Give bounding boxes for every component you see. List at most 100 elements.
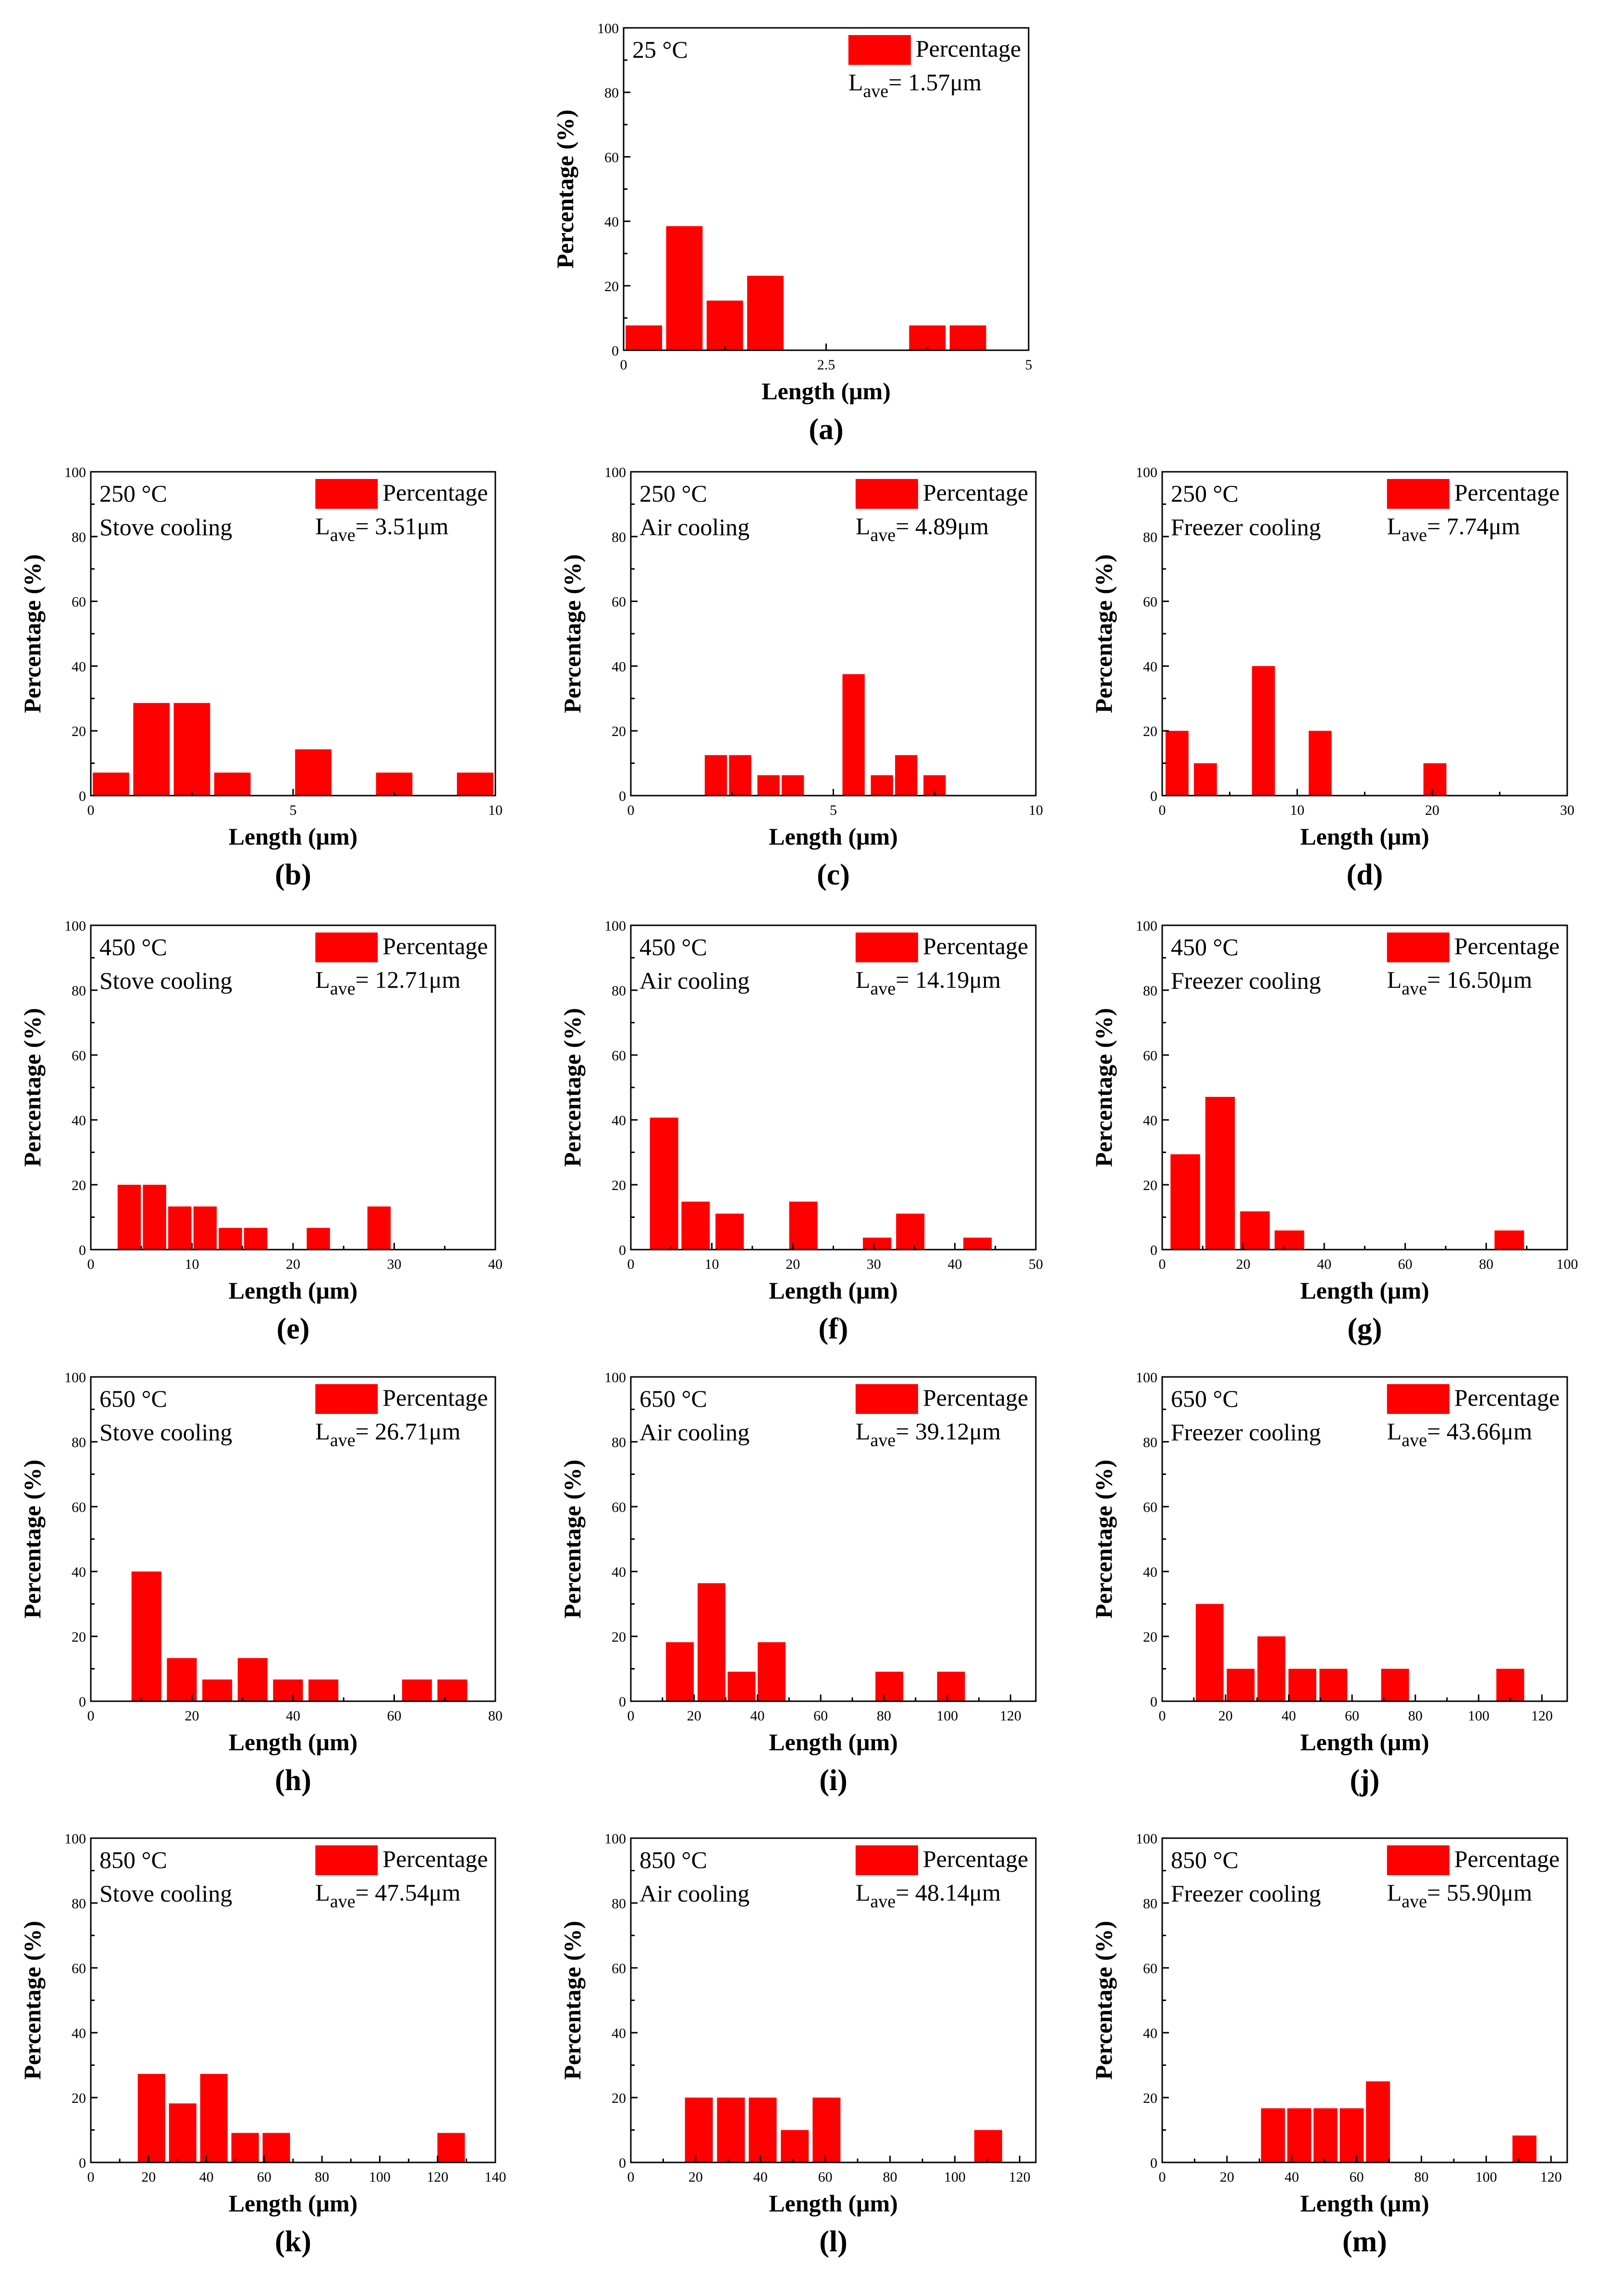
bar-a-3 bbox=[706, 300, 743, 350]
y-tick-label-k: 80 bbox=[72, 1896, 86, 1912]
panel-h: 0 20 40 60 80 100 0 20 40 60 80 Length (μm) Percenta… bbox=[19, 1370, 503, 1797]
bar-f-1 bbox=[650, 1117, 678, 1250]
y-tick-label-f: 80 bbox=[612, 983, 626, 999]
x-tick-label-j: 20 bbox=[1218, 1708, 1233, 1724]
bar-j-7 bbox=[1496, 1669, 1524, 1701]
average-length-l: Lave= 48.14μm bbox=[856, 1879, 1001, 1912]
y-tick-label-l: 80 bbox=[612, 1896, 626, 1912]
x-tick-label-c: 0 bbox=[627, 802, 635, 818]
x-tick-label-k: 0 bbox=[87, 2169, 95, 2185]
x-tick-label-i: 60 bbox=[813, 1708, 828, 1724]
bar-e-8 bbox=[367, 1206, 391, 1250]
y-tick-label-l: 100 bbox=[604, 1831, 626, 1847]
y-tick-label-h: 20 bbox=[72, 1629, 86, 1645]
y-tick-label-i: 0 bbox=[619, 1694, 626, 1710]
x-tick-label-m: 40 bbox=[1285, 2169, 1299, 2185]
legend-swatch-i bbox=[855, 1384, 918, 1414]
x-tick-label-m: 60 bbox=[1350, 2169, 1364, 2185]
y-tick-label-j: 100 bbox=[1136, 1370, 1157, 1386]
legend-label-a: Percentage bbox=[916, 35, 1021, 62]
bar-f-5 bbox=[863, 1238, 892, 1250]
y-tick-label-d: 40 bbox=[1143, 659, 1157, 675]
x-axis-title-j: Length (μm) bbox=[1300, 1729, 1429, 1756]
x-tick-label-f: 20 bbox=[786, 1256, 800, 1272]
y-tick-label-e: 20 bbox=[72, 1178, 86, 1193]
x-tick-label-e: 30 bbox=[387, 1256, 402, 1272]
y-tick-label-m: 40 bbox=[1143, 2026, 1157, 2041]
y-tick-label-j: 80 bbox=[1143, 1435, 1157, 1450]
y-tick-label-e: 40 bbox=[72, 1113, 86, 1129]
bar-k-2 bbox=[169, 2103, 197, 2162]
legend-swatch-g bbox=[1387, 933, 1450, 962]
y-tick-label-g: 20 bbox=[1143, 1178, 1157, 1193]
x-tick-label-i: 20 bbox=[687, 1708, 701, 1724]
average-length-d: Lave= 7.74μm bbox=[1387, 513, 1520, 545]
panel-g: 0 20 40 60 80 100 0 20 40 60 80 100 Length (μm) Perce… bbox=[1090, 918, 1578, 1345]
panel-label-j: (j) bbox=[1350, 1764, 1380, 1797]
y-tick-label-m: 80 bbox=[1143, 1896, 1157, 1912]
y-tick-label-h: 80 bbox=[72, 1435, 86, 1450]
x-tick-label-e: 40 bbox=[488, 1256, 503, 1272]
cooling-label-i: Air cooling bbox=[639, 1419, 749, 1446]
bar-d-2 bbox=[1194, 763, 1217, 796]
y-tick-label-l: 40 bbox=[612, 2026, 626, 2041]
bar-f-2 bbox=[681, 1202, 710, 1250]
cooling-label-m: Freezer cooling bbox=[1171, 1880, 1321, 1907]
bar-i-3 bbox=[727, 1671, 756, 1701]
panel-b: 0 20 40 60 80 100 0 5 10 Length (μm) Percentage (%… bbox=[19, 465, 503, 891]
average-length-b: Lave= 3.51μm bbox=[315, 513, 448, 545]
temperature-label-b: 250 °C bbox=[99, 480, 167, 507]
x-tick-label-h: 40 bbox=[286, 1708, 300, 1724]
x-tick-label-d: 10 bbox=[1290, 802, 1304, 818]
average-length-k: Lave= 47.54μm bbox=[315, 1879, 460, 1912]
x-tick-label-j: 60 bbox=[1345, 1708, 1359, 1724]
panel-m: 0 20 40 60 80 100 0 20 40 60 80 100 120 Length (μm) Pe… bbox=[1090, 1831, 1568, 2258]
y-axis-title-h: Percentage (%) bbox=[19, 1460, 46, 1619]
panel-e: 0 20 40 60 80 100 0 10 20 30 40 Length (μm) Percenta… bbox=[19, 918, 503, 1345]
y-tick-label-d: 0 bbox=[1150, 788, 1157, 804]
bar-e-4 bbox=[193, 1206, 217, 1250]
cooling-label-e: Stove cooling bbox=[99, 967, 232, 994]
average-length-g: Lave= 16.50μm bbox=[1387, 966, 1532, 999]
legend-label-h: Percentage bbox=[382, 1384, 488, 1411]
y-tick-label-b: 40 bbox=[72, 659, 86, 675]
panel-i: 0 20 40 60 80 100 0 20 40 60 80 100 120 Length (μm) Pe… bbox=[559, 1370, 1037, 1797]
y-tick-label-k: 20 bbox=[72, 2090, 86, 2106]
y-tick-label-i: 60 bbox=[612, 1499, 626, 1515]
y-tick-label-m: 60 bbox=[1143, 1961, 1157, 1977]
legend-label-g: Percentage bbox=[1454, 933, 1560, 959]
bar-l-1 bbox=[685, 2098, 713, 2162]
x-tick-label-g: 60 bbox=[1398, 1256, 1413, 1272]
y-tick-label-g: 80 bbox=[1143, 983, 1157, 999]
y-tick-label-l: 60 bbox=[612, 1961, 626, 1977]
y-tick-label-c: 100 bbox=[604, 465, 626, 480]
bar-k-4 bbox=[231, 2133, 259, 2162]
x-tick-label-j: 40 bbox=[1281, 1708, 1296, 1724]
x-tick-label-k: 80 bbox=[315, 2169, 329, 2185]
y-tick-label-d: 100 bbox=[1136, 465, 1157, 480]
cooling-label-g: Freezer cooling bbox=[1171, 967, 1321, 994]
y-axis-title-j: Percentage (%) bbox=[1090, 1460, 1117, 1619]
bar-l-4 bbox=[781, 2130, 809, 2162]
x-tick-label-l: 40 bbox=[753, 2169, 768, 2185]
bar-m-6 bbox=[1512, 2135, 1536, 2162]
y-tick-label-m: 100 bbox=[1136, 1831, 1157, 1847]
y-tick-label-h: 100 bbox=[64, 1370, 86, 1386]
y-tick-label-j: 40 bbox=[1143, 1564, 1157, 1580]
bar-j-3 bbox=[1257, 1636, 1286, 1701]
bar-e-5 bbox=[219, 1228, 242, 1250]
x-tick-label-g: 40 bbox=[1317, 1256, 1331, 1272]
x-tick-label-g: 20 bbox=[1236, 1256, 1251, 1272]
y-tick-label-j: 0 bbox=[1150, 1694, 1157, 1710]
legend-label-f: Percentage bbox=[923, 933, 1028, 959]
legend-swatch-e bbox=[315, 933, 378, 962]
x-tick-label-k: 20 bbox=[141, 2169, 156, 2185]
legend-swatch-f bbox=[855, 933, 918, 962]
y-tick-label-e: 60 bbox=[72, 1048, 86, 1064]
x-tick-label-k: 40 bbox=[199, 2169, 214, 2185]
y-tick-label-a: 0 bbox=[612, 343, 619, 359]
x-axis-title-e: Length (μm) bbox=[229, 1277, 358, 1304]
x-axis-title-i: Length (μm) bbox=[769, 1729, 898, 1756]
y-tick-label-c: 20 bbox=[612, 724, 626, 739]
bar-c-3 bbox=[757, 775, 780, 796]
